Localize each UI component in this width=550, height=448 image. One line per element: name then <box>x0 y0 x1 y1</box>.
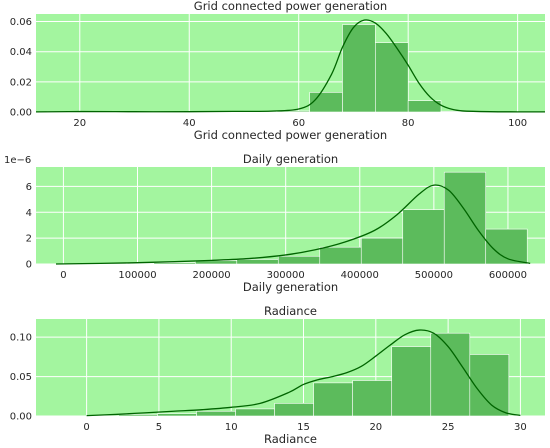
chart-1-x-tick-label-3: 300000 <box>267 270 305 281</box>
chart-0-bar-9 <box>342 24 376 113</box>
chart-2-y-tick-label-0: 0.00 <box>10 412 32 423</box>
chart-1-x-tick-label-2: 200000 <box>193 270 231 281</box>
chart-0: 20 40 60 80 100 0.00 0.02 0.04 0.06 Grid connecte… <box>10 0 546 142</box>
chart-1-title: Daily generation <box>243 152 338 166</box>
chart-2-bar-4 <box>274 403 314 417</box>
chart-1-bar-4 <box>236 259 279 265</box>
chart-1-y-tick-label-2: 4 <box>26 208 32 219</box>
chart-1-bar-6 <box>319 246 362 265</box>
chart-2-x-axis-label: Radiance <box>264 432 317 446</box>
chart-1-x-tick-label-0: 0 <box>60 270 66 281</box>
chart-2-bar-1 <box>157 413 197 417</box>
chart-2-y-tick-label-1: 0.05 <box>10 372 32 383</box>
chart-1-kde-line <box>55 184 531 265</box>
chart-2-kde-line <box>86 329 521 417</box>
chart-2-bar-2 <box>196 410 236 417</box>
chart-0-plot-area <box>36 14 545 112</box>
chart-2-bar-0 <box>118 414 158 417</box>
chart-2-bar-8 <box>430 332 471 417</box>
chart-1-bar-7 <box>360 237 404 265</box>
chart-0-y-tick-label-2: 0.04 <box>10 47 32 58</box>
chart-1-bar-9 <box>443 171 487 265</box>
chart-0-title: Grid connected power generation <box>194 0 387 13</box>
chart-1-x-tick-label-5: 500000 <box>415 270 453 281</box>
chart-2-x-tick-label-1: 5 <box>156 422 162 433</box>
chart-1-x-axis-label: Daily generation <box>243 280 338 294</box>
chart-1-x-tick-label-4: 400000 <box>341 270 379 281</box>
chart-2-x-tick-label-2: 10 <box>225 422 238 433</box>
chart-1-bar-5 <box>277 255 321 265</box>
chart-1-x-tick-label-6: 600000 <box>489 270 527 281</box>
chart-0-x-tick-label-1: 40 <box>183 118 196 129</box>
chart-2-bar-3 <box>235 408 275 417</box>
chart-0-x-tick-label-3: 80 <box>402 118 415 129</box>
chart-2-title: Radiance <box>264 304 317 318</box>
chart-0-y-tick-label-3: 0.06 <box>10 17 32 28</box>
chart-0-x-tick-label-0: 20 <box>73 118 86 129</box>
chart-0-bar-8 <box>309 92 343 113</box>
chart-1: 0 100000 200000 300000 400000 500000 600000 0 2 4… <box>4 152 545 294</box>
chart-2-bar-5 <box>313 382 353 417</box>
chart-2-bar-6 <box>352 380 393 417</box>
chart-2-bar-9 <box>469 354 510 417</box>
chart-1-bar-10 <box>485 228 528 265</box>
chart-1-y-tick-label-3: 6 <box>26 182 32 193</box>
chart-0-x-tick-label-4: 100 <box>508 118 527 129</box>
chart-0-y-tick-label-0: 0.00 <box>10 108 32 119</box>
chart-2-x-tick-label-4: 20 <box>369 422 382 433</box>
chart-2-bar-7 <box>391 346 432 417</box>
chart-2-y-tick-label-2: 0.10 <box>10 333 32 344</box>
chart-0-bar-10 <box>375 42 409 113</box>
chart-2: 0 5 10 15 20 25 30 0.00 0.05 0.10 Radiance Radiance <box>10 304 545 446</box>
chart-1-bar-8 <box>402 209 445 265</box>
chart-2-x-tick-label-5: 25 <box>442 422 455 433</box>
chart-0-bar-11 <box>407 100 442 113</box>
chart-1-offset-label: 1e−6 <box>4 155 31 166</box>
chart-0-y-tick-label-1: 0.02 <box>10 77 32 88</box>
chart-1-x-tick-label-1: 100000 <box>118 270 156 281</box>
chart-2-x-tick-label-6: 30 <box>514 422 527 433</box>
chart-0-kde-line <box>35 19 546 113</box>
chart-2-x-tick-label-3: 15 <box>297 422 310 433</box>
chart-1-y-tick-label-1: 2 <box>26 234 32 245</box>
chart-0-x-tick-label-2: 60 <box>292 118 305 129</box>
chart-0-x-axis-label: Grid connected power generation <box>194 128 387 142</box>
chart-1-bar-2 <box>153 262 196 265</box>
chart-2-x-tick-label-0: 0 <box>83 422 89 433</box>
chart-1-y-tick-label-0: 0 <box>26 260 32 271</box>
